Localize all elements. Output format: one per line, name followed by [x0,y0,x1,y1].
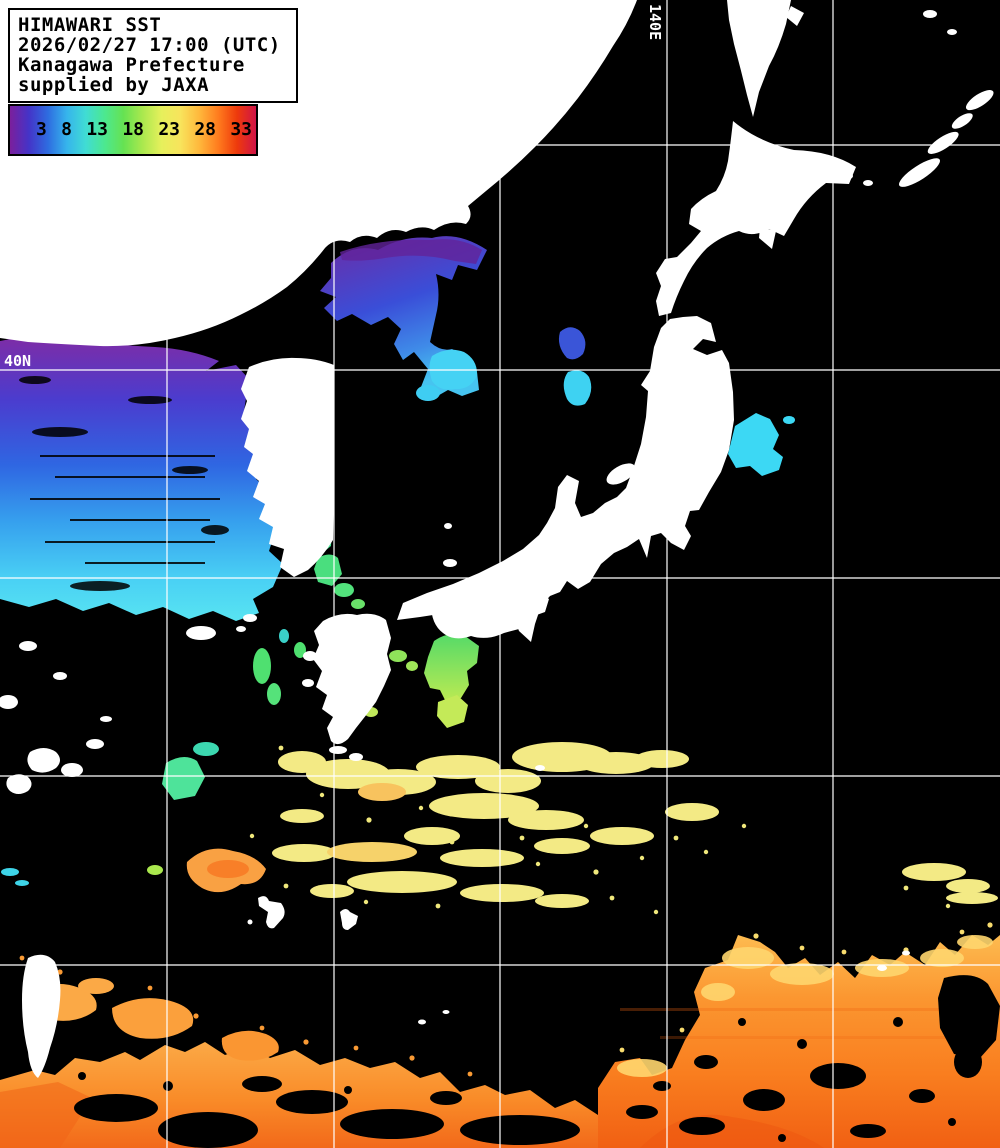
product-title: HIMAWARI SST [18,14,162,36]
legend-info-box: HIMAWARI SST 2026/02/27 17:00 (UTC) Kana… [8,8,298,103]
observation-datetime: 2026/02/27 17:00 (UTC) [18,34,281,56]
sst-layer [0,236,1000,1148]
colorbar-tick: 3 [36,119,47,140]
longitude-label-140e: 140E [646,4,664,40]
colorbar-tick: 8 [61,119,72,140]
colorbar-tick: 23 [158,119,180,140]
colorbar-tick: 33 [230,119,252,140]
colorbar-tick-row: 3 8 13 18 23 28 33 [10,121,256,139]
data-credit: supplied by JAXA [18,74,210,96]
colorbar-tick: 28 [194,119,216,140]
colorbar-tick: 18 [122,119,144,140]
latitude-label-40n: 40N [4,352,31,370]
region-name: Kanagawa Prefecture [18,54,245,76]
colorbar: 3 8 13 18 23 28 33 [8,104,258,156]
colorbar-tick: 13 [86,119,108,140]
